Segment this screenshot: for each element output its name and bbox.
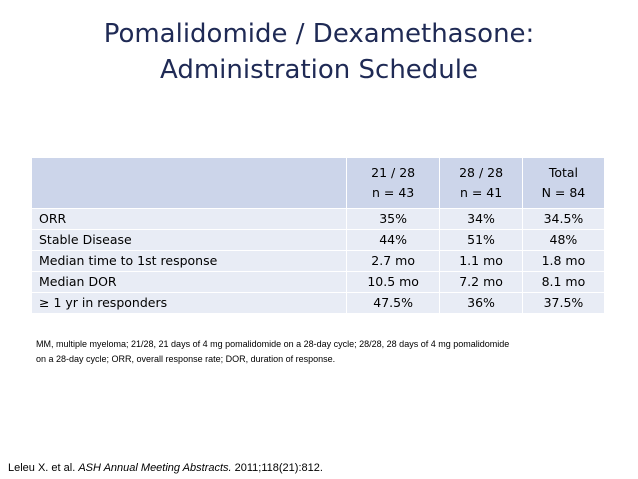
results-table: 21 / 28 n = 43 28 / 28 n = 41 Total N = …: [31, 157, 606, 314]
cell-value: 36%: [439, 292, 523, 314]
cell-value: 2.7 mo: [345, 250, 441, 272]
table-header-row: 21 / 28 n = 43 28 / 28 n = 41 Total N = …: [31, 157, 606, 209]
header-21-28-count: n = 43: [372, 185, 415, 200]
citation: Leleu X. et al. ASH Annual Meeting Abstr…: [8, 462, 323, 474]
cell-value: 47.5%: [345, 292, 441, 314]
cell-value: 8.1 mo: [521, 271, 606, 293]
row-label: ORR: [31, 208, 347, 230]
header-total-label: Total: [548, 165, 579, 180]
cell-value: 35%: [345, 208, 441, 230]
row-label: Median time to 1st response: [31, 250, 347, 272]
header-28-28-count: n = 41: [459, 185, 503, 200]
row-label: ≥ 1 yr in responders: [31, 292, 347, 314]
table-row-median-time-to-response: Median time to 1st response 2.7 mo 1.1 m…: [31, 250, 606, 272]
cell-value: 10.5 mo: [345, 271, 441, 293]
table-row-stable-disease: Stable Disease 44% 51% 48%: [31, 229, 606, 251]
footnote-line-2: on a 28-day cycle; ORR, overall response…: [36, 354, 336, 364]
cell-value: 48%: [521, 229, 606, 251]
cell-value: 1.8 mo: [521, 250, 606, 272]
slide-title: Pomalidomide / Dexamethasone: Administra…: [0, 16, 638, 88]
cell-value: 44%: [345, 229, 441, 251]
row-label: Median DOR: [31, 271, 347, 293]
cell-value: 51%: [439, 229, 523, 251]
cell-value: 34.5%: [521, 208, 606, 230]
header-28-28-schedule: 28 / 28: [459, 165, 504, 180]
cell-value: 7.2 mo: [439, 271, 523, 293]
citation-journal: ASH Annual Meeting Abstracts.: [78, 462, 232, 474]
slide-title-line-1: Pomalidomide / Dexamethasone:: [103, 19, 535, 49]
cell-value: 37.5%: [521, 292, 606, 314]
header-total: Total N = 84: [521, 157, 606, 209]
citation-details: 2011;118(21):812.: [231, 462, 323, 474]
cell-value: 1.1 mo: [439, 250, 523, 272]
table-row-1yr-responders: ≥ 1 yr in responders 47.5% 36% 37.5%: [31, 292, 606, 314]
header-21-28: 21 / 28 n = 43: [345, 157, 441, 209]
citation-authors: Leleu X. et al.: [8, 462, 79, 474]
header-total-count: N = 84: [541, 185, 586, 200]
slide-title-line-2: Administration Schedule: [160, 55, 478, 85]
header-28-28: 28 / 28 n = 41: [439, 157, 523, 209]
table-row-orr: ORR 35% 34% 34.5%: [31, 208, 606, 230]
footnote-line-1: MM, multiple myeloma; 21/28, 21 days of …: [36, 339, 510, 349]
header-empty-cell: [31, 157, 347, 209]
row-label: Stable Disease: [31, 229, 347, 251]
cell-value: 34%: [439, 208, 523, 230]
header-21-28-schedule: 21 / 28: [371, 165, 416, 180]
table-footnote: MM, multiple myeloma; 21/28, 21 days of …: [36, 337, 604, 367]
table-row-median-dor: Median DOR 10.5 mo 7.2 mo 8.1 mo: [31, 271, 606, 293]
